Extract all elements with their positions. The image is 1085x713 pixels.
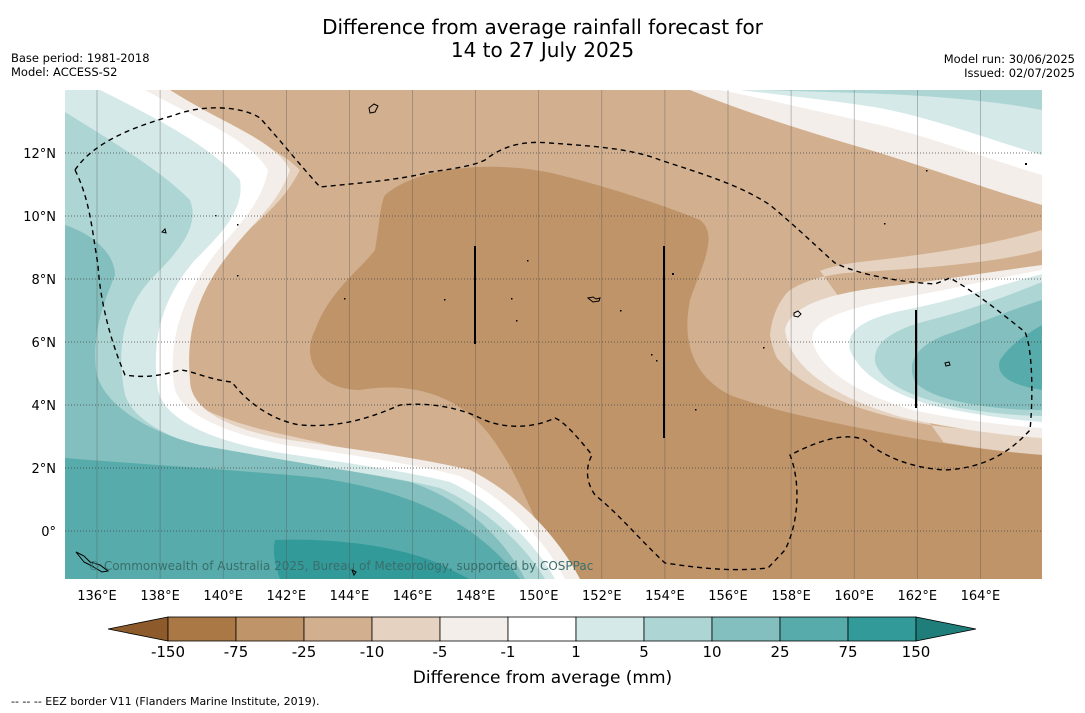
colorbar-tick-label: 5 [639, 643, 649, 661]
fill-wet-75-left [65, 458, 520, 579]
colorbar-tick-label: -75 [223, 643, 249, 661]
fill-wet-10-top [760, 90, 1042, 110]
colorbar-extend-wet [915, 616, 977, 642]
colorbar-segment [643, 616, 713, 642]
model-name-text: Model: ACCESS-S2 [11, 65, 118, 79]
contour-field: © Commonwealth of Australia 2025, Bureau… [65, 90, 1042, 579]
colorbar-tick-label: 75 [838, 643, 858, 661]
latitude-label: 6°N [32, 336, 57, 351]
longitude-label: 162°E [898, 589, 938, 604]
longitude-label: 160°E [834, 589, 874, 604]
colorbar-segment [711, 616, 781, 642]
longitude-label: 152°E [582, 589, 622, 604]
model-run-text: Model run: 30/06/2025 [943, 52, 1075, 66]
colorbar-tick-label: 150 [901, 643, 931, 661]
longitude-label: 148°E [456, 589, 496, 604]
colorbar-segment [235, 616, 305, 642]
latitude-label: 8°N [32, 273, 57, 288]
issued-date-text: Issued: 02/07/2025 [964, 66, 1075, 80]
longitude-label: 150°E [519, 589, 559, 604]
map-title-line1: Difference from average rainfall forecas… [322, 15, 763, 39]
colorbar-tick-label: -150 [150, 643, 186, 661]
copyright-notice: © Commonwealth of Australia 2025, Bureau… [88, 559, 593, 573]
colorbar-segment [167, 616, 237, 642]
fill-wet-5-top [740, 90, 1042, 155]
latitude-label: 0° [41, 525, 56, 540]
eez-border [74, 107, 1033, 571]
colorbar-segment [847, 616, 917, 642]
colorbar-segment [507, 616, 577, 642]
latitude-labels: 12°N 10°N 8°N 6°N 4°N 2°N 0° [23, 147, 56, 540]
island-outlines [75, 103, 951, 577]
latitude-label: 12°N [23, 147, 56, 162]
base-period-text: Base period: 1981-2018 [11, 51, 150, 65]
fill-wet-75-right [999, 325, 1042, 390]
islets [215, 163, 1027, 411]
colorbar-segment [575, 616, 645, 642]
colorbar-segment [439, 616, 509, 642]
colorbar-tick-label: -10 [359, 643, 385, 661]
longitude-label: 144°E [330, 589, 370, 604]
map-title-line2: 14 to 27 July 2025 [450, 38, 635, 62]
longitude-labels: 136°E 138°E 140°E 142°E 144°E 146°E 148°E 150°E… [77, 589, 1000, 604]
longitude-label: 158°E [771, 589, 811, 604]
latitude-label: 2°N [32, 462, 57, 477]
colorbar-segment [303, 616, 373, 642]
longitude-label: 164°E [961, 589, 1001, 604]
longitude-label: 140°E [203, 589, 243, 604]
colorbar-segment [371, 616, 441, 642]
graticule [65, 90, 1042, 579]
latitude-label: 10°N [23, 210, 56, 225]
colorbar [107, 616, 977, 642]
marker-lines [474, 246, 917, 438]
fill-wet-25-right [911, 300, 1042, 410]
colorbar-extend-dry [107, 616, 169, 642]
colorbar-tick-label: -25 [291, 643, 317, 661]
fill-dry-75 [310, 166, 1042, 579]
colorbar-label: Difference from average (mm) [412, 668, 673, 688]
colorbar-segment [779, 616, 849, 642]
latitude-label: 4°N [32, 399, 57, 414]
colorbar-tick-label: -1 [500, 643, 516, 661]
model-info: Base period: 1981-2018 Model: ACCESS-S2 [11, 51, 150, 79]
colorbar-tick-label: 25 [770, 643, 790, 661]
fill-wet-150-left [273, 539, 470, 579]
run-info: Model run: 30/06/2025 Issued: 02/07/2025 [944, 52, 1075, 80]
longitude-label: 138°E [140, 589, 180, 604]
longitude-label: 154°E [645, 589, 685, 604]
colorbar-tick-label: 10 [702, 643, 722, 661]
colorbar-tick-label: -5 [432, 643, 448, 661]
colorbar-tick-label: 1 [571, 643, 581, 661]
eez-footnote: -- -- -- EEZ border V11 (Flanders Marine… [11, 695, 320, 708]
longitude-label: 136°E [77, 589, 117, 604]
longitude-label: 156°E [708, 589, 748, 604]
longitude-label: 142°E [267, 589, 307, 604]
longitude-label: 146°E [393, 589, 433, 604]
